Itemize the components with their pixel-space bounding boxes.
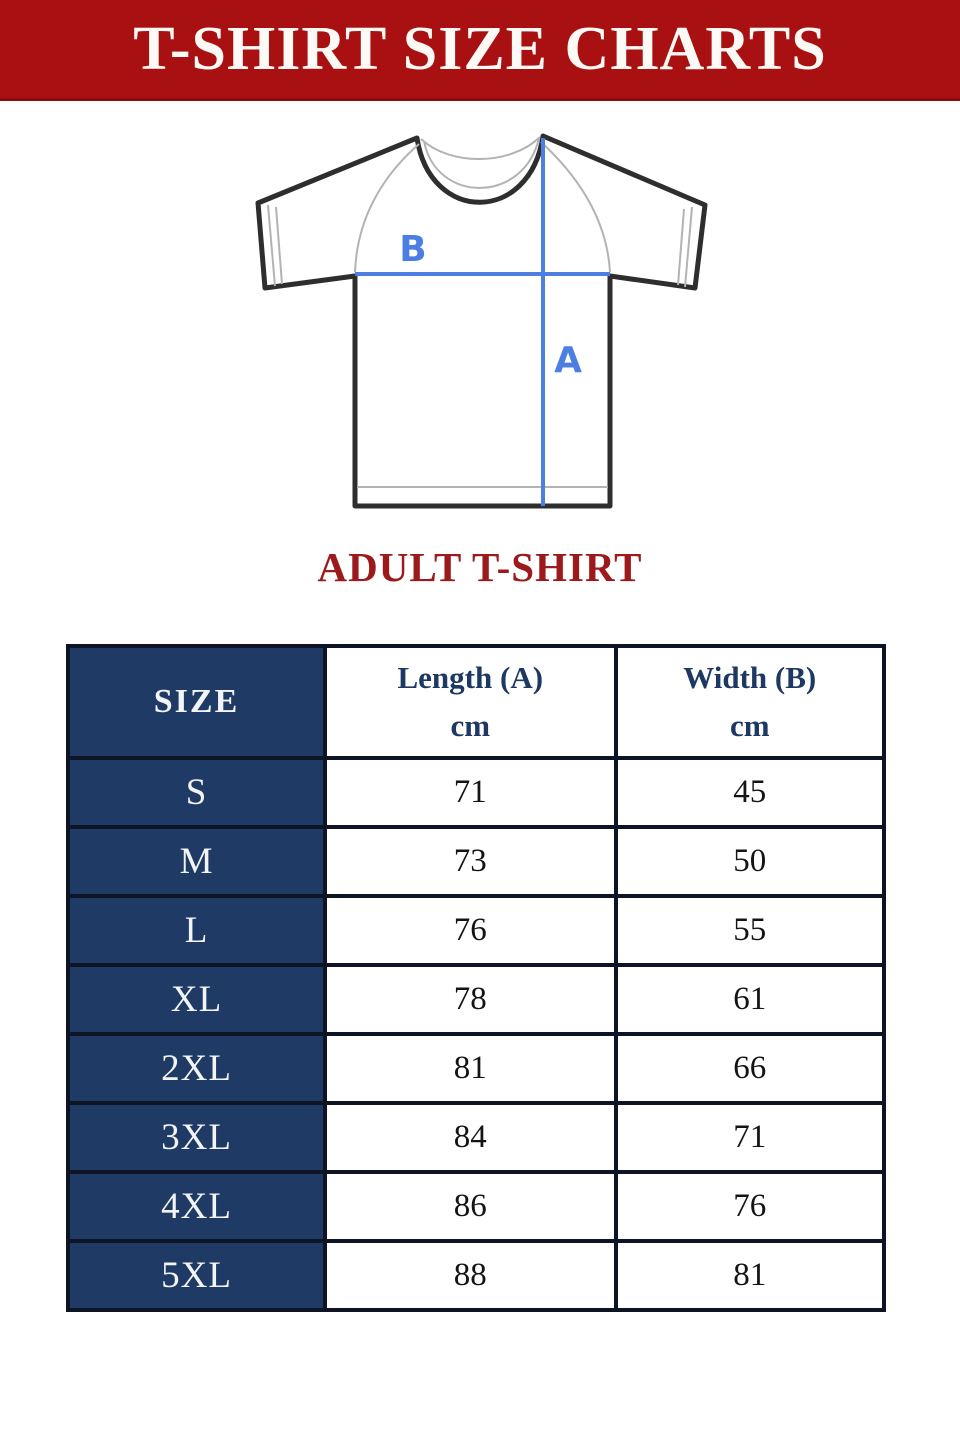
- length-cell: 86: [323, 1170, 618, 1243]
- width-header-unit: cm: [729, 708, 770, 743]
- table-row: L 76 55: [65, 894, 887, 967]
- width-cell: 50: [613, 825, 887, 898]
- length-cell: 84: [323, 1101, 618, 1174]
- table-row: M 73 50: [65, 825, 887, 898]
- width-cell: 61: [613, 963, 887, 1036]
- header-banner: T-SHIRT SIZE CHARTS: [0, 0, 960, 101]
- length-cell: 81: [323, 1032, 618, 1105]
- measure-label-b: B: [399, 229, 426, 270]
- width-cell: 66: [613, 1032, 887, 1105]
- length-cell: 76: [323, 894, 618, 967]
- length-header-title: Length (A): [397, 660, 544, 696]
- right-cuff-seam-inner: [677, 208, 685, 286]
- left-armhole-seam: [354, 143, 420, 273]
- tshirt-diagram-svg: B A: [255, 133, 708, 509]
- collar-back-seam: [420, 136, 541, 160]
- table-row: S 71 45: [65, 756, 887, 829]
- size-cell: M: [65, 825, 328, 898]
- size-cell: S: [65, 756, 328, 829]
- size-cell: 4XL: [65, 1170, 328, 1243]
- width-cell: 76: [613, 1170, 887, 1243]
- size-cell: 5XL: [65, 1239, 328, 1312]
- header-cell-width: Width (B) cm: [613, 644, 887, 760]
- table-header-row: SIZE Length (A) cm Width (B) cm: [65, 644, 887, 760]
- width-cell: 45: [613, 756, 887, 829]
- table-row: 2XL 81 66: [65, 1032, 887, 1105]
- right-cuff-seam-outer: [684, 206, 693, 288]
- left-cuff-seam-inner: [275, 206, 283, 285]
- size-cell: 3XL: [65, 1101, 328, 1174]
- width-cell: 81: [613, 1239, 887, 1312]
- size-cell: L: [65, 894, 328, 967]
- right-armhole-seam: [540, 141, 611, 273]
- table-row: XL 78 61: [65, 963, 887, 1036]
- length-cell: 88: [323, 1239, 618, 1312]
- collar-band-seam: [423, 137, 540, 189]
- tshirt-diagram: B A: [245, 116, 715, 516]
- header-cell-length: Length (A) cm: [323, 644, 618, 760]
- table-row: 3XL 84 71: [65, 1101, 887, 1174]
- width-cell: 71: [613, 1101, 887, 1174]
- table-row: 5XL 88 81: [65, 1239, 887, 1312]
- length-cell: 73: [323, 825, 618, 898]
- size-table: SIZE Length (A) cm Width (B) cm S 71 45 …: [65, 644, 887, 1312]
- size-cell: 2XL: [65, 1032, 328, 1105]
- measure-label-a: A: [554, 340, 582, 381]
- length-cell: 78: [323, 963, 618, 1036]
- length-cell: 71: [323, 756, 618, 829]
- size-cell: XL: [65, 963, 328, 1036]
- width-cell: 55: [613, 894, 887, 967]
- length-header-unit: cm: [450, 708, 491, 743]
- tshirt-outline: [255, 133, 708, 509]
- table-row: 4XL 86 76: [65, 1170, 887, 1243]
- section-title: ADULT T-SHIRT: [317, 544, 643, 590]
- page-title: T-SHIRT SIZE CHARTS: [133, 14, 827, 83]
- left-cuff-seam-outer: [267, 204, 276, 287]
- header-cell-size: SIZE: [65, 644, 328, 760]
- width-header-title: Width (B): [683, 660, 817, 696]
